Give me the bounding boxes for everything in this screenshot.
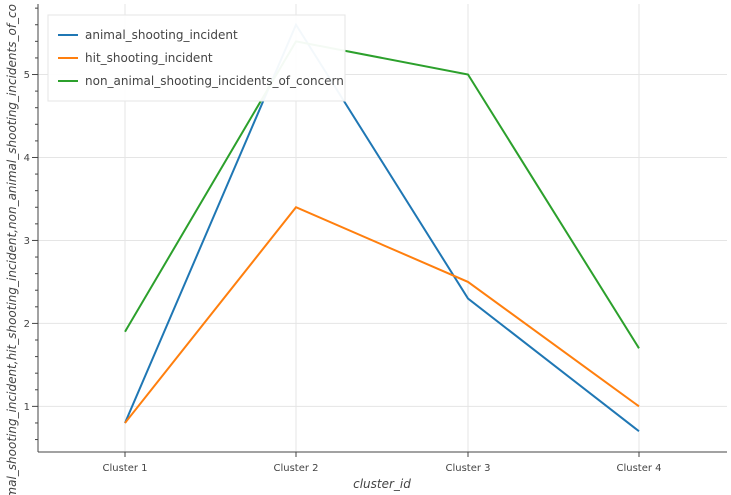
x-tick-label: Cluster 3: [445, 463, 490, 474]
series-lines: [124, 22, 640, 433]
series-line-animal-shooting-incident: [124, 22, 640, 433]
series-line-hit-shooting-incident: [124, 206, 640, 424]
series-line-non-animal-shooting-incidents-of-concern: [124, 40, 640, 349]
x-tick-label: Cluster 1: [102, 463, 147, 474]
x-tick-label: Cluster 2: [273, 463, 318, 474]
legend-label: animal_shooting_incident: [85, 28, 238, 42]
y-tick-label: 1: [24, 402, 30, 413]
legend-label: hit_shooting_incident: [85, 51, 213, 65]
x-axis-label: cluster_id: [353, 477, 411, 491]
y-tick-label: 3: [24, 236, 30, 247]
legend-label: non_animal_shooting_incidents_of_concern: [85, 74, 344, 88]
legend: animal_shooting_incident hit_shooting_inc…: [47, 14, 346, 102]
y-axis-label: animal_shooting_incident,hit_shooting_in…: [5, 4, 19, 495]
y-tick-label: 4: [24, 153, 30, 164]
axes: [37, 4, 727, 453]
legend-box: [47, 14, 346, 102]
ticks: Cluster 1 Cluster 2 Cluster 3 Cluster 4 1 2 3 4…: [24, 7, 662, 474]
x-tick-label: Cluster 4: [616, 463, 661, 474]
y-tick-label: 2: [24, 319, 30, 330]
y-tick-label: 5: [24, 70, 30, 81]
